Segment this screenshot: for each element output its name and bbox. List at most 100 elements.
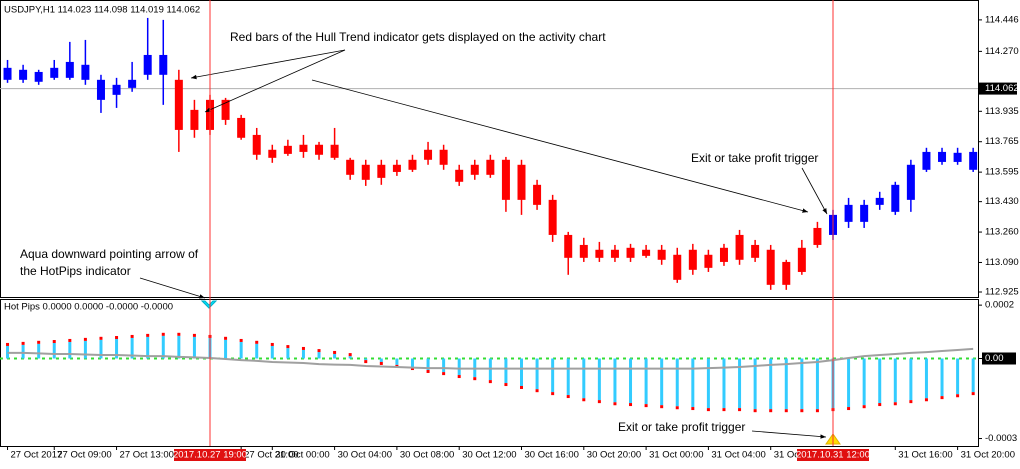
value-box — [982, 352, 1016, 365]
hist-bar — [457, 358, 461, 376]
candle-body — [50, 67, 59, 78]
candle-body — [112, 84, 121, 95]
hist-bar — [706, 358, 710, 409]
candle-body — [501, 159, 510, 200]
candle-body — [283, 145, 292, 154]
candle-body — [953, 152, 962, 162]
hist-bar-tip — [99, 336, 103, 340]
hist-bar-tip — [286, 345, 290, 349]
x-tick-label: 27 Oct 2017 — [11, 450, 63, 461]
hist-bar — [192, 336, 196, 359]
candle-body — [3, 67, 12, 80]
hist-bar — [348, 356, 352, 359]
annotation: Exit or take profit trigger — [618, 420, 745, 434]
candle-body — [517, 164, 526, 200]
hist-bar-tip — [83, 337, 87, 341]
arrow — [190, 49, 346, 80]
candle-body — [252, 134, 261, 155]
hist-bar-tip — [940, 396, 944, 400]
hist-bar-tip — [753, 409, 757, 413]
hist-bar-tip — [473, 377, 477, 381]
candle-body — [96, 79, 105, 100]
candle-body — [174, 79, 183, 130]
candle-body — [81, 64, 90, 80]
highlight-box — [174, 449, 246, 461]
hist-bar — [847, 358, 851, 408]
hist-line — [7, 347, 974, 370]
annotation: Red bars of the Hull Trend indicator get… — [230, 30, 606, 44]
candle-body — [128, 79, 137, 88]
hist-bar-tip — [722, 408, 726, 412]
y-tick-label: 113.260 — [985, 227, 1019, 238]
aqua-arrow — [200, 300, 218, 309]
hist-bar — [769, 358, 773, 410]
hist-bar-tip — [924, 398, 928, 402]
y-tick-label: 112.925 — [985, 287, 1019, 298]
annotation: Aqua downward pointing arrow of — [20, 247, 199, 261]
x-tick-label: 27 Oct 09:00 — [57, 450, 111, 461]
candle-body — [688, 249, 697, 270]
hist-bar-tip — [161, 332, 165, 336]
x-tick-label: 30 Oct 20:00 — [587, 450, 641, 461]
hist-bar-tip — [270, 342, 274, 346]
candle-body — [392, 164, 401, 172]
hist-bar-tip — [239, 338, 243, 342]
hist-bar — [364, 358, 368, 361]
hist-bar — [286, 348, 290, 359]
hist-bar — [161, 335, 165, 359]
candle-body — [704, 254, 713, 268]
y-tick-label: 114.270 — [985, 46, 1019, 57]
hist-bar — [784, 358, 788, 410]
hist-bar-tip — [177, 332, 181, 336]
hist-bar-tip — [675, 406, 679, 410]
candle-body — [875, 197, 884, 205]
price-title: USDJPY,H1 114.023 114.098 114.019 114.06… — [4, 5, 200, 16]
candle-body — [299, 144, 308, 152]
hist-bar-tip — [629, 403, 633, 407]
hist-bar — [130, 337, 134, 359]
candle-body — [455, 169, 464, 182]
hist-bar-tip — [379, 361, 383, 365]
candle-body — [159, 54, 168, 75]
hist-bar-tip — [504, 383, 508, 387]
hist-bar-tip — [847, 407, 851, 411]
hist-bar-tip — [738, 408, 742, 412]
candle-body — [595, 249, 604, 258]
hist-bar-tip — [333, 350, 337, 354]
candle-body — [190, 109, 199, 130]
candle-body — [65, 61, 74, 78]
hist-bar — [815, 358, 819, 410]
hist-bar — [613, 358, 617, 403]
hist-bar-tip — [597, 400, 601, 404]
hist-bar-tip — [426, 369, 430, 373]
hist-bar-tip — [909, 400, 913, 404]
hist-bar — [800, 358, 804, 410]
indicator-title: Hot Pips 0.0000 0.0000 -0.0000 -0.0000 — [4, 302, 173, 313]
hist-bar — [21, 344, 25, 359]
candle-body — [315, 144, 324, 155]
hist-bar-tip — [862, 405, 866, 409]
hist-bar-tip — [488, 380, 492, 384]
candle-body — [938, 151, 947, 162]
x-tick-label: 2017.10.31 12:00 — [796, 450, 870, 461]
hist-bar — [520, 358, 523, 386]
hist-bar-tip — [800, 409, 804, 413]
candle-body — [626, 247, 635, 258]
hist-bar-tip — [348, 353, 352, 357]
hist-bar — [862, 358, 866, 406]
x-tick-label: 31 Oct 20:00 — [961, 450, 1015, 461]
hist-bar — [691, 358, 695, 408]
candle-body — [268, 149, 277, 158]
hist-bar-tip — [706, 408, 710, 412]
candle-body — [782, 261, 791, 285]
hist-bar — [83, 340, 87, 359]
hist-bar — [301, 349, 305, 359]
y-tick-label: 113.765 — [985, 136, 1019, 147]
hist-bar-tip — [691, 407, 695, 411]
hist-bar-tip — [146, 333, 150, 337]
hist-bar-tip — [956, 394, 960, 398]
y-tick-label: 113.595 — [985, 167, 1019, 178]
candle-body — [797, 247, 806, 272]
hist-bar — [660, 358, 664, 406]
